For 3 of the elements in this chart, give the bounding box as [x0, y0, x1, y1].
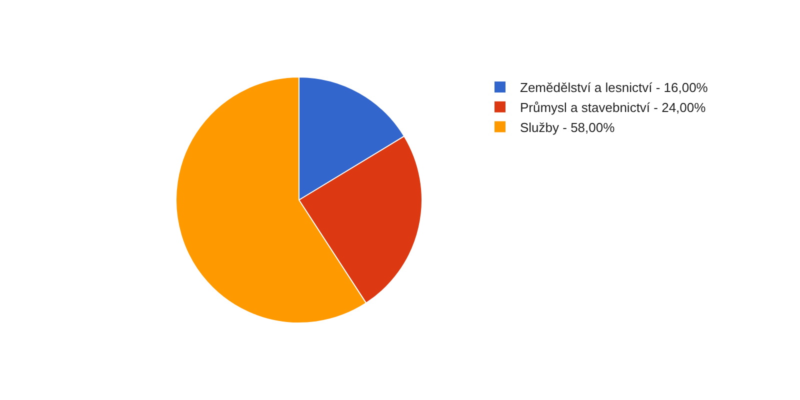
legend-label: Služby - 58,00%: [520, 120, 616, 135]
legend-label: Zemědělství a lesnictví - 16,00%: [520, 80, 708, 96]
legend-label: Průmysl a stavebnictví - 24,00%: [520, 100, 706, 115]
